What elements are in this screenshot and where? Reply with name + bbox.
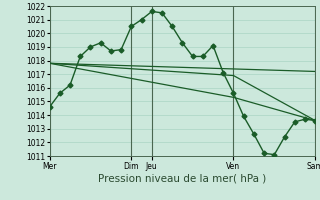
X-axis label: Pression niveau de la mer( hPa ): Pression niveau de la mer( hPa ) (98, 173, 267, 183)
